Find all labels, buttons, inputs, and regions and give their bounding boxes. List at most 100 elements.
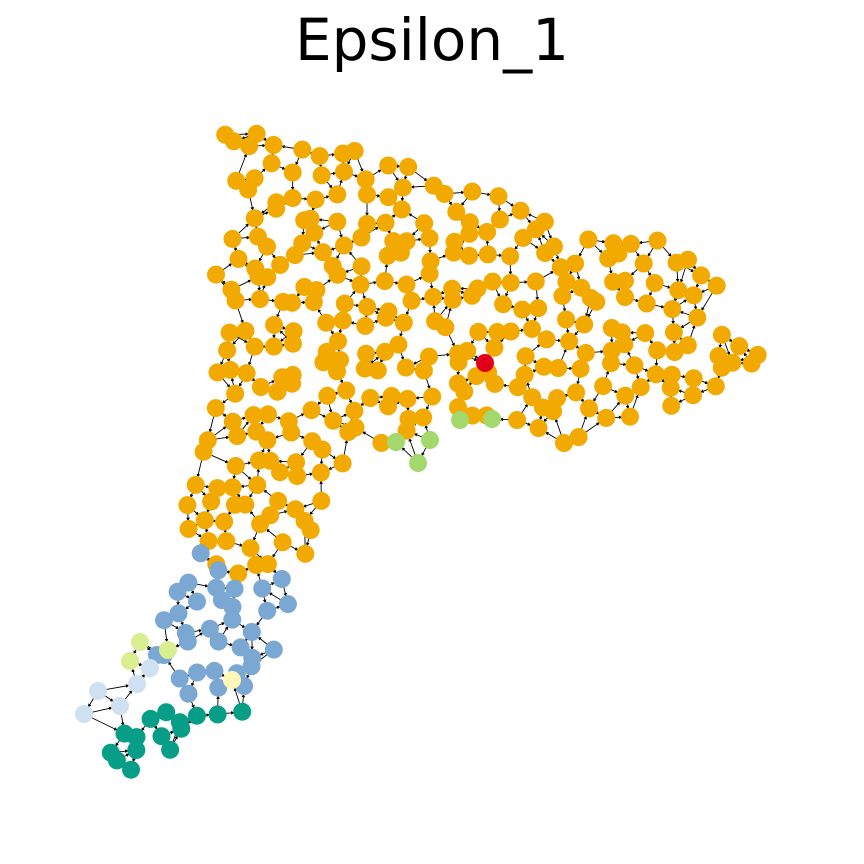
graph-node-blue [188,592,206,611]
graph-node-orange [271,255,290,274]
graph-edge [480,192,491,197]
graph-edge [495,253,503,258]
graph-node-orange [646,365,665,384]
graph-edge [105,684,130,691]
graph-node-blue [169,604,188,623]
graph-node-orange [265,315,284,334]
graph-edge [460,197,468,206]
graph-node-teal [152,727,171,746]
graph-node-orange [226,384,245,403]
graph-edge [526,381,531,390]
graph-edge [115,739,121,747]
graph-edge [91,706,113,713]
graph-edge [253,531,258,541]
graph-node-orange [560,332,579,351]
graph-edge [555,418,562,436]
graph-node-lime [159,641,177,659]
graph-edge [200,490,207,497]
graph-edge [677,389,686,394]
graph-edge [190,701,195,709]
graph-node-lightblue [141,659,159,677]
graph-edge [279,330,288,339]
graph-node-orange [283,189,302,208]
graph-edge [131,668,136,677]
graph-node-lightblue [111,697,129,715]
graph-node-orange [645,274,664,292]
graph-node-green [451,411,469,429]
graph-node-orange [537,330,556,349]
graph-node-lightblue [75,705,93,723]
graph-edge [647,270,652,277]
graph-edge [495,288,501,298]
graph-node-blue [242,657,261,676]
graph-node-orange [317,313,336,332]
graph-node-orange [571,359,590,378]
graph-node-blue [258,601,277,620]
graph-node-green [409,454,427,472]
graph-edge [262,284,266,292]
graph-edge [220,357,225,366]
graph-node-orange [258,431,277,450]
graph-node-orange [501,247,520,266]
graph-node-orange [637,294,656,313]
graph-edge [238,153,247,174]
graph-node-orange [302,401,321,420]
graph-node-orange [324,411,343,430]
graph-node-orange [248,476,267,494]
graph-node-orange [368,361,387,380]
graph-node-orange [488,323,507,341]
graph-node-orange [692,266,711,285]
graph-edge [413,433,423,438]
graph-node-orange [337,381,356,400]
graph-node-orange [331,351,349,369]
graph-node-orange [376,213,395,232]
graph-edge [217,622,226,627]
graph-edge [700,288,710,293]
graph-node-orange [587,292,606,311]
graph-edge [592,392,600,402]
graph-edge [414,171,428,182]
graph-edge [238,379,244,387]
graph-node-orange [262,154,281,173]
graph-node-blue [200,619,219,638]
graph-edge [249,197,254,211]
graph-node-orange [449,353,468,372]
graph-edge [240,484,250,488]
graph-node-orange [580,399,598,418]
graph-edge [195,532,203,538]
graph-node-orange [207,265,225,284]
graph-edge [610,388,619,393]
graph-edge [529,242,539,249]
graph-edge [384,263,389,274]
graph-node-orange [397,275,416,294]
graph-edge [693,303,698,311]
graph-node-orange [391,243,410,262]
graph-edge [576,271,581,281]
graph-edge [173,735,178,743]
graph-node-orange [305,223,324,242]
graph-node-orange [566,254,585,273]
graph-node-orange [661,378,680,397]
graph-edge [238,279,252,287]
graph-edge [276,309,281,318]
graph-edge [401,447,413,458]
graph-edge [241,470,252,481]
graph-edge [295,413,305,419]
graph-node-orange [271,463,289,482]
graph-edge [318,218,330,222]
graph-edge [545,431,558,440]
graph-edge [499,336,506,343]
graph-edge [357,158,364,173]
graph-edge [421,446,427,457]
graph-node-orange [485,338,504,357]
graph-node-orange [251,378,270,396]
graph-edge [124,690,133,700]
graph-edge [521,403,529,414]
graph-node-orange [396,358,415,377]
graph-node-green [387,433,405,451]
graph-edge [432,304,436,314]
graph-node-orange [730,337,749,356]
graph-edge [266,528,277,538]
graph-node-orange [287,453,306,472]
graph-node-orange [229,564,248,583]
